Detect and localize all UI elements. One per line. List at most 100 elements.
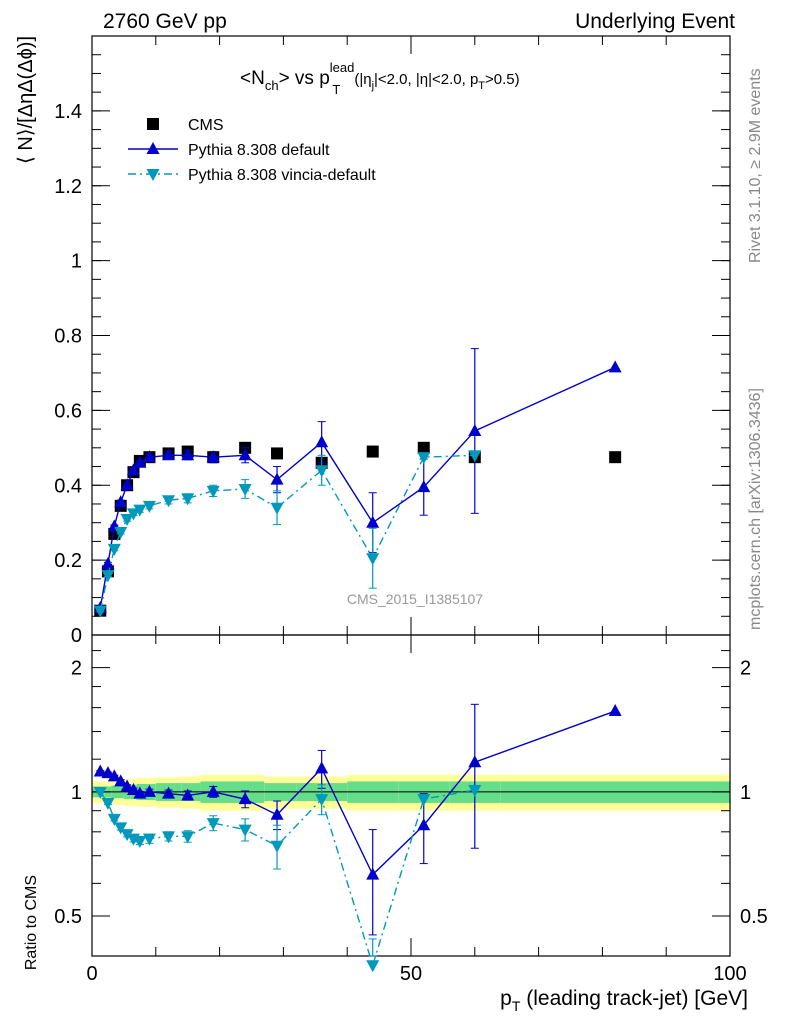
data-point-ratio — [133, 836, 147, 849]
main-ytick-label: 1.4 — [54, 101, 82, 123]
data-point-main — [417, 441, 430, 454]
data-point-main — [114, 527, 128, 540]
data-point-ratio — [126, 783, 140, 796]
data-point-ratio — [417, 818, 431, 831]
main-ytick-label: 1 — [71, 251, 82, 273]
title-sup: lead — [330, 60, 355, 75]
main-ytick-label: 0 — [71, 625, 82, 647]
series-line-main — [99, 454, 475, 611]
data-point-main — [126, 463, 140, 476]
data-point-main — [270, 472, 284, 485]
series-1 — [93, 348, 622, 936]
data-point-ratio — [162, 831, 176, 844]
data-point-main — [417, 480, 431, 493]
xlabel-rest: (leading track-jet) [GeV] — [520, 987, 748, 1010]
title-mid: > vs p — [279, 68, 330, 89]
data-point-main — [133, 455, 147, 468]
data-point-ratio — [107, 769, 121, 782]
legend-marker — [146, 142, 160, 154]
data-point-ratio — [468, 755, 482, 768]
main-ytick-label: 0.8 — [54, 326, 82, 348]
data-point-ratio — [181, 788, 195, 801]
ratio-ytick-label: 2 — [71, 658, 82, 680]
main-ytick-label: 0.6 — [54, 400, 82, 422]
plot-title: <Nch> vs plead T(|ηj|<2.0, |η|<2.0, pT>0.… — [240, 60, 520, 97]
title-cuts-a-sub: j — [371, 80, 374, 92]
data-point-main — [107, 543, 121, 556]
data-point-main — [181, 493, 195, 506]
xlabel: pT (leading track-jet) [GeV] — [500, 987, 748, 1014]
ratio-ytick-label-right: 1 — [740, 782, 751, 804]
data-point-main — [114, 495, 128, 508]
data-point-ratio — [206, 818, 220, 831]
data-point-ratio — [93, 764, 107, 777]
data-point-main — [101, 570, 115, 583]
title-prefix: <N — [240, 68, 265, 89]
ratio-ytick-label: 0.5 — [54, 906, 82, 928]
data-series — [93, 348, 622, 973]
data-point-main — [366, 445, 379, 458]
watermark: CMS_2015_I1385107 — [347, 591, 483, 607]
header-right: Underlying Event — [575, 10, 735, 33]
data-point-main — [142, 500, 156, 513]
data-point-main — [126, 508, 140, 521]
data-point-main — [315, 435, 329, 448]
data-point-main — [181, 448, 195, 461]
xlabel-sub: T — [512, 998, 521, 1014]
ratio-ytick-label-right: 0.5 — [740, 906, 768, 928]
legend-marker — [147, 118, 159, 130]
data-point-main — [468, 423, 482, 436]
data-point-ratio — [162, 786, 176, 799]
title-cuts-b: |<2.0, |η|<2.0, p — [374, 71, 478, 88]
ratio-ytick-label-right: 2 — [740, 658, 751, 680]
data-point-main — [468, 450, 482, 463]
legend-label: Pythia 8.308 default — [188, 142, 330, 159]
legend-label: Pythia 8.308 vincia-default — [188, 167, 376, 184]
legend-label: CMS — [188, 117, 224, 134]
data-point-main — [120, 478, 134, 491]
title-cuts-b-sub: T — [478, 80, 485, 92]
main-ytick-label: 0.2 — [54, 550, 82, 572]
title-cuts-c: >0.5) — [485, 71, 520, 88]
ylabel-ratio: Ratio to CMS — [23, 875, 40, 970]
ratio-ytick-label: 1 — [71, 782, 82, 804]
data-point-ratio — [181, 831, 195, 844]
data-point-main — [315, 465, 329, 478]
data-point-main — [93, 605, 107, 618]
data-point-ratio — [120, 829, 134, 842]
data-point-main — [206, 450, 220, 463]
title-sub1: ch — [265, 78, 279, 93]
title-cuts-a: (|η — [354, 71, 371, 88]
data-point-main — [271, 447, 284, 460]
data-point-main — [366, 553, 380, 566]
data-point-ratio — [107, 813, 121, 826]
data-point-main — [270, 502, 284, 515]
data-point-ratio — [114, 774, 128, 787]
data-point-main — [238, 448, 252, 461]
data-point-ratio — [366, 960, 380, 973]
data-point-main — [142, 450, 156, 463]
xlabel-main: p — [500, 987, 512, 1010]
data-point-ratio — [142, 833, 156, 846]
legend: CMS Pythia 8.308 default Pythia 8.308 vinc… — [128, 117, 376, 184]
data-point-main — [366, 515, 380, 528]
rivet-label: Rivet 3.1.10, ≥ 2.9M events — [747, 68, 764, 263]
data-point-main — [133, 504, 147, 517]
data-point-main — [101, 556, 115, 569]
series-line-ratio — [99, 789, 475, 968]
data-point-ratio — [238, 792, 252, 805]
series-2 — [93, 450, 482, 973]
data-point-main — [608, 360, 622, 373]
xtick-label: 0 — [86, 963, 97, 985]
data-point-ratio — [608, 704, 622, 717]
data-point-ratio — [315, 794, 329, 807]
axis-ticks: 0 0.2 0.4 0.6 0.8 1 1.2 1.4 0.5 0.5 1 1 2 2 0 50 100 — [54, 35, 768, 985]
data-point-ratio — [114, 822, 128, 835]
data-point-ratio — [93, 786, 107, 799]
data-point-ratio — [238, 824, 252, 837]
data-point-ratio — [206, 784, 220, 797]
header-left: 2760 GeV pp — [103, 10, 227, 33]
data-point-ratio — [120, 779, 134, 792]
data-point-ratio — [468, 785, 482, 798]
data-point-ratio — [142, 784, 156, 797]
